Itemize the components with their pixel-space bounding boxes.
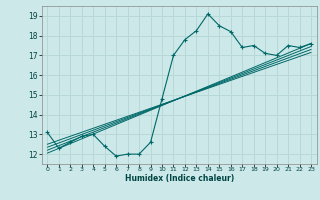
X-axis label: Humidex (Indice chaleur): Humidex (Indice chaleur) [124,174,234,183]
